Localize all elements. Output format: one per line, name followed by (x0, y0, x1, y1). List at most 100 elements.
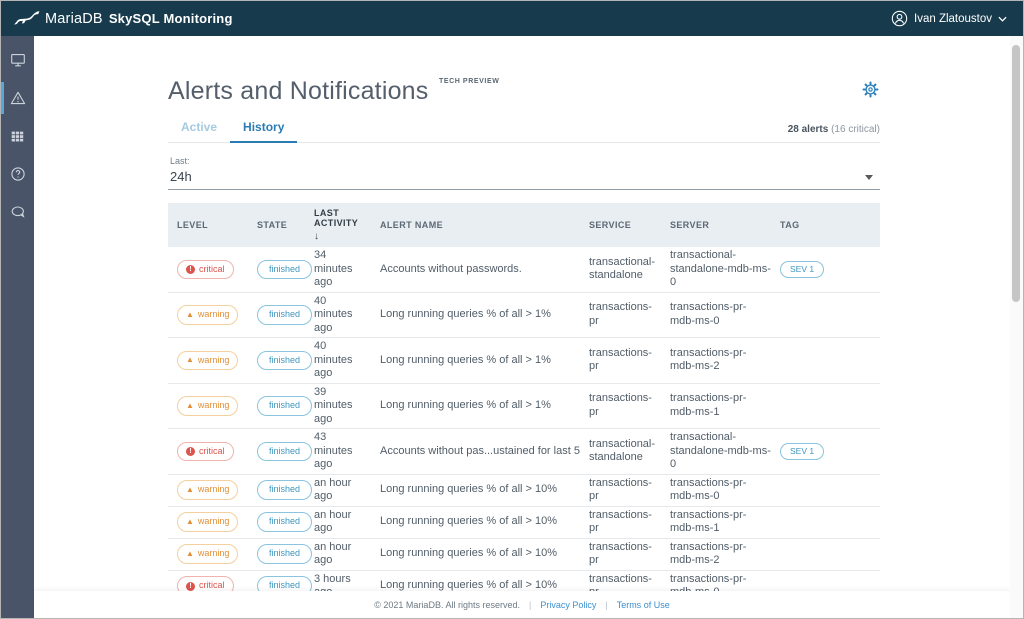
level-badge-warning: ▲ warning (177, 350, 239, 370)
cell-server: transactions-pr-mdb-ms-0 (670, 572, 747, 592)
user-menu[interactable]: Ivan Zlatoustov (891, 10, 1007, 27)
cell-server: transactions-pr-mdb-ms-0 (670, 476, 747, 503)
column-header-server[interactable]: SERVER (661, 220, 771, 230)
title-row: Alerts and Notifications TECH PREVIEW (168, 77, 880, 106)
cell-level: ▲ warning (168, 480, 248, 500)
warning-triangle-icon (10, 90, 26, 106)
table-row[interactable]: ▲ warning finished an hour ago Long running … (168, 475, 880, 507)
cell-service: transactions-pr (589, 572, 652, 592)
table-row[interactable]: ▲ warning finished an hour ago Long running … (168, 539, 880, 571)
state-badge: finished (257, 350, 313, 370)
tab-active[interactable]: Active (181, 120, 218, 134)
cell-state: finished (248, 350, 313, 370)
footer-link-privacy-policy[interactable]: Privacy Policy (540, 599, 597, 610)
vertical-scrollbar[interactable] (1010, 36, 1023, 618)
user-avatar-icon (891, 10, 908, 27)
critical-icon: ! (186, 581, 195, 591)
table-row[interactable]: ▲ warning finished 40 minutes ago Long runni… (168, 293, 880, 338)
critical-icon: ! (186, 264, 195, 274)
level-badge-critical: ! critical (177, 259, 234, 279)
table-row[interactable]: ! critical finished 43 minutes ago Accounts … (168, 429, 880, 475)
cell-level: ! critical (168, 259, 248, 279)
sidebar-item-feedback[interactable] (1, 193, 34, 231)
cell-server: transactional-standalone-mdb-ms-0 (670, 431, 771, 470)
sort-descending-icon: ↓ (314, 231, 320, 242)
mariadb-logo[interactable]: MariaDB SkySQL Monitoring (13, 9, 233, 28)
state-badge: finished (257, 576, 313, 591)
cell-level: ▲ warning (168, 512, 248, 532)
cell-service: transactions-pr (589, 476, 652, 503)
cell-state: finished (248, 544, 313, 564)
cell-service: transactions-pr (589, 301, 652, 327)
tabs-bar: Active History 28 alerts (16 critical) (168, 115, 880, 143)
sidebar-item-alerts[interactable] (1, 79, 34, 117)
table-row[interactable]: ▲ warning finished 39 minutes ago Long runni… (168, 384, 880, 429)
time-range-value: 24h (170, 169, 192, 184)
state-badge: finished (257, 441, 313, 461)
grid-icon (10, 129, 25, 144)
cell-level: ▲ warning (168, 544, 248, 564)
cell-state: finished (248, 396, 313, 416)
cell-service: transactions-pr (589, 346, 652, 373)
tag-badge[interactable]: SEV 1 (780, 442, 825, 460)
state-badge: finished (257, 259, 313, 279)
level-badge-critical: ! critical (177, 441, 234, 461)
brand-name: MariaDB (45, 10, 103, 27)
cell-state: finished (248, 480, 313, 500)
table-row[interactable]: ▲ warning finished 40 minutes ago Long runni… (168, 338, 880, 384)
sidebar (1, 36, 34, 618)
alerts-count: 28 alerts (787, 124, 829, 135)
sidebar-item-help[interactable] (1, 155, 34, 193)
column-header-last-activity[interactable]: LAST ACTIVITY ↓ (305, 208, 371, 242)
cell-alert-name: Accounts without passwords. (380, 262, 522, 275)
table-row[interactable]: ▲ warning finished an hour ago Long running … (168, 507, 880, 539)
scrollbar-thumb[interactable] (1012, 45, 1020, 302)
cell-alert-name: Accounts without pas...ustained for last… (380, 444, 580, 457)
cell-state: finished (248, 512, 313, 532)
warning-icon: ▲ (186, 517, 194, 526)
column-header-level[interactable]: LEVEL (168, 220, 248, 230)
table-body: ! critical finished 34 minutes ago Accounts … (168, 247, 880, 591)
tab-history[interactable]: History (230, 115, 298, 143)
warning-icon: ▲ (186, 485, 194, 494)
settings-button[interactable] (861, 80, 880, 99)
footer-separator: | (528, 599, 532, 610)
cell-level: ▲ warning (168, 350, 248, 370)
cell-last-activity: an hour ago (314, 540, 352, 567)
monitor-icon (10, 52, 26, 68)
column-header-alert-name[interactable]: ALERT NAME (371, 220, 580, 230)
column-header-service[interactable]: SERVICE (580, 220, 661, 230)
level-badge-critical: ! critical (177, 576, 234, 591)
user-name: Ivan Zlatoustov (914, 12, 992, 25)
table-row[interactable]: ! critical finished 34 minutes ago Accounts … (168, 247, 880, 293)
cell-server: transactions-pr-mdb-ms-1 (670, 508, 747, 535)
cell-state: finished (248, 305, 313, 325)
warning-icon: ▲ (186, 400, 194, 410)
footer-link-terms-of-use[interactable]: Terms of Use (616, 599, 670, 610)
column-header-state[interactable]: STATE (248, 220, 305, 230)
time-range-label: Last: (170, 156, 190, 166)
column-header-tag[interactable]: TAG (771, 220, 880, 230)
cell-server: transactions-pr-mdb-ms-1 (670, 392, 747, 418)
cell-last-activity: 39 minutes ago (314, 385, 353, 425)
cell-server: transactions-pr-mdb-ms-0 (670, 301, 747, 327)
cell-service: transactional-standalone (589, 437, 656, 464)
warning-icon: ▲ (186, 549, 194, 558)
product-name: SkySQL Monitoring (108, 11, 233, 26)
time-range-select[interactable]: Last: 24h (168, 156, 880, 190)
column-header-label: SERVER (670, 220, 710, 230)
sidebar-item-servers[interactable] (1, 41, 34, 79)
cell-state: finished (248, 576, 313, 591)
sidebar-item-services[interactable] (1, 117, 34, 155)
state-badge: finished (257, 396, 313, 416)
cell-last-activity: 34 minutes ago (314, 249, 353, 288)
cell-last-activity: 40 minutes ago (314, 294, 353, 334)
column-header-label: LAST ACTIVITY (314, 208, 359, 228)
level-badge-warning: ▲ warning (177, 480, 239, 500)
select-caret-icon (865, 175, 873, 180)
cell-level: ! critical (168, 576, 248, 591)
level-badge-warning: ▲ warning (177, 512, 239, 532)
tag-badge[interactable]: SEV 1 (780, 260, 825, 278)
